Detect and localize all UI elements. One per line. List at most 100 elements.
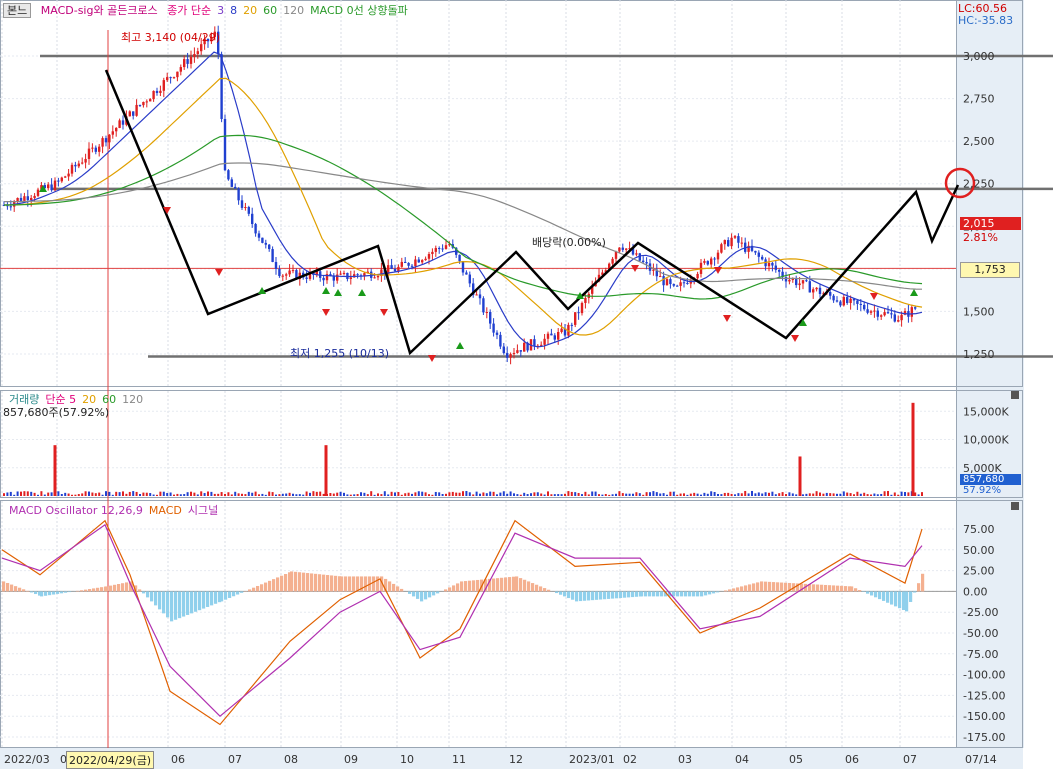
candle-body	[843, 297, 845, 305]
volume-bar	[323, 494, 325, 496]
macd-histogram-bar	[452, 585, 455, 591]
candle-body	[887, 312, 889, 313]
volume-bar	[496, 494, 498, 496]
candle-body	[180, 67, 182, 72]
macd-histogram-bar	[812, 584, 815, 591]
macd-histogram-bar	[236, 591, 239, 594]
macd-histogram-bar	[125, 582, 128, 591]
volume-bar	[890, 495, 892, 496]
macd-histogram-bar	[150, 591, 153, 601]
volume-bar	[346, 494, 348, 496]
macd-histogram-bar	[832, 585, 835, 591]
macd-histogram-bar	[210, 591, 213, 605]
macd-histogram-bar	[146, 591, 149, 597]
volume-bar	[499, 493, 501, 496]
candle-body	[285, 274, 287, 275]
macd-histogram-bar	[917, 583, 920, 591]
candle-body	[805, 280, 807, 281]
volume-bar	[74, 495, 76, 496]
macd-histogram-bar	[828, 585, 831, 591]
macd-histogram-bar	[890, 591, 893, 604]
volume-bar	[482, 492, 484, 496]
macd-histogram-bar	[154, 591, 157, 605]
candle-body	[146, 101, 148, 102]
candle-body	[339, 274, 341, 275]
macd-histogram-bar	[68, 591, 71, 592]
macd-close-icon[interactable]	[1011, 502, 1019, 510]
macd-histogram-bar	[198, 591, 201, 610]
candle-body	[244, 207, 246, 208]
volume-bar	[57, 491, 59, 496]
price-tick-7: 1,250	[963, 348, 995, 361]
macd-histogram-bar	[515, 576, 518, 591]
candle-body	[159, 91, 161, 93]
macd-histogram-bar	[623, 591, 626, 597]
candle-body	[492, 324, 494, 333]
volume-bar	[751, 491, 753, 496]
macd-histogram-bar	[784, 583, 787, 592]
volume-bar	[788, 492, 790, 496]
macd-histogram-bar	[284, 574, 287, 591]
volume-bar	[554, 494, 556, 496]
volume-bar	[459, 493, 461, 496]
macd-histogram-bar	[824, 585, 827, 591]
candle-body	[424, 259, 426, 260]
candle-body	[183, 59, 185, 67]
candle-body	[533, 339, 535, 346]
volume-bar	[244, 494, 246, 496]
candle-body	[200, 44, 202, 51]
volume-tick-1: 10,000K	[963, 434, 1009, 447]
candle-body	[122, 120, 124, 124]
macd-histogram-bar	[882, 591, 885, 601]
macd-histogram-bar	[330, 575, 333, 591]
candle-body	[666, 279, 668, 285]
volume-bar	[680, 494, 682, 496]
volume-bar	[921, 492, 923, 496]
candle-body	[873, 311, 875, 312]
volume-bar	[122, 491, 124, 496]
volume-bar	[527, 494, 529, 496]
volume-bar	[584, 492, 586, 496]
x-tick-15: 07	[903, 753, 917, 766]
candle-body	[356, 274, 358, 275]
macd-histogram-bar	[740, 586, 743, 591]
volume-bar	[261, 494, 263, 496]
candle-body	[486, 312, 488, 313]
candle-body	[275, 262, 277, 269]
price-legend-item-4: 60	[263, 4, 277, 17]
candle-body	[557, 332, 559, 340]
volume-bar	[629, 494, 631, 496]
volume-bar	[85, 491, 87, 496]
candle-body	[98, 147, 100, 152]
macd-histogram-bar	[420, 591, 423, 601]
candle-body	[231, 179, 233, 187]
macd-histogram-bar	[656, 591, 659, 596]
macd-histogram-bar	[555, 591, 558, 593]
macd-histogram-bar	[162, 591, 165, 613]
volume-bar	[119, 492, 121, 496]
macd-histogram-bar	[874, 591, 877, 597]
candle-body	[411, 266, 413, 267]
macd-tick-1: 50.00	[963, 544, 995, 557]
candle-body	[401, 262, 403, 267]
candle-body	[611, 259, 613, 264]
macd-histogram-bar	[372, 576, 375, 591]
tab-label[interactable]: 본느	[3, 3, 31, 18]
volume-bar	[676, 495, 678, 496]
price-legend-item-6: MACD 0선 상향돌파	[310, 4, 408, 17]
volume-bar	[37, 495, 39, 496]
volume-bar	[860, 494, 862, 496]
candle-body	[37, 190, 39, 196]
volume-bar	[581, 494, 583, 496]
volume-bar	[873, 494, 875, 496]
macd-histogram-bar	[692, 591, 695, 596]
volume-bar	[465, 491, 467, 496]
volume-bar	[435, 492, 437, 496]
volume-close-icon[interactable]	[1011, 391, 1019, 399]
volume-bar	[251, 493, 253, 496]
volume-bar	[88, 492, 90, 496]
volume-bar	[897, 495, 899, 496]
macd-histogram-bar	[752, 583, 755, 591]
volume-bar	[370, 491, 372, 496]
volume-bar	[227, 492, 229, 496]
